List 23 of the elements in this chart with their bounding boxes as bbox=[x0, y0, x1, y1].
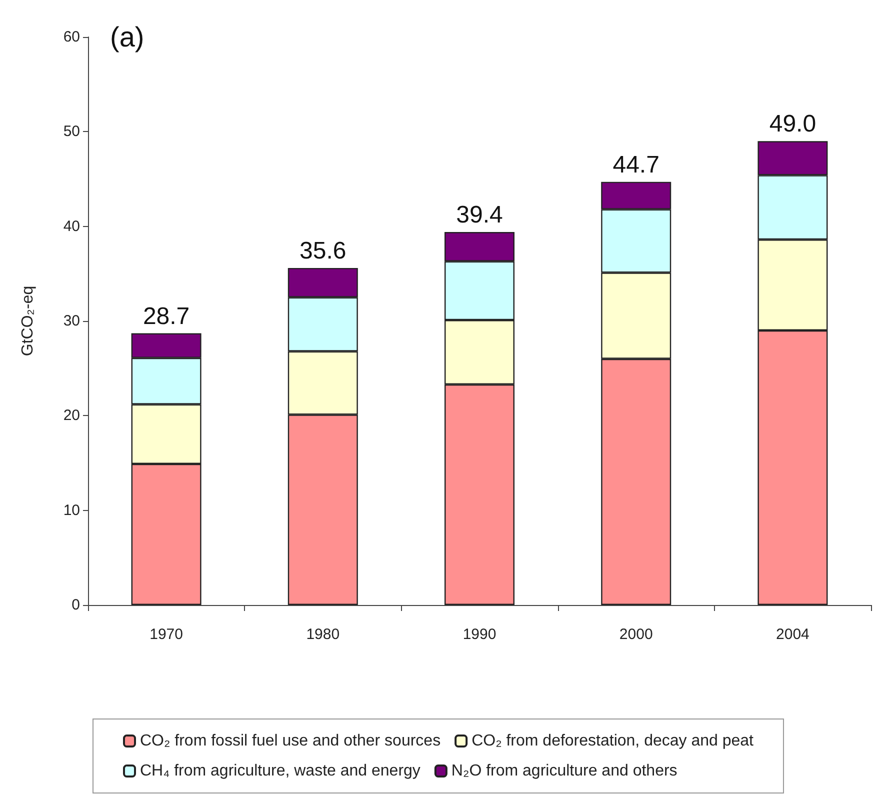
chart-title: (a) bbox=[110, 22, 144, 52]
y-tick-label: 10 bbox=[63, 502, 80, 519]
x-tick-label: 1970 bbox=[150, 626, 183, 643]
x-tick-label: 1980 bbox=[306, 626, 340, 643]
y-tick-label: 30 bbox=[63, 312, 80, 330]
x-tick-label: 1990 bbox=[462, 626, 496, 643]
legend-label: CO₂ from deforestation, decay and peat bbox=[472, 732, 754, 750]
legend-label: N₂O from agriculture and others bbox=[451, 762, 678, 780]
total-label: 39.4 bbox=[456, 202, 503, 229]
legend-label: CH₄ from agriculture, waste and energy bbox=[140, 762, 420, 780]
x-tick-label: 2004 bbox=[776, 626, 810, 643]
total-label: 35.6 bbox=[300, 237, 346, 264]
x-tick-label: 2000 bbox=[619, 626, 653, 643]
total-label: 44.7 bbox=[612, 151, 660, 178]
y-tick-label: 40 bbox=[63, 218, 80, 235]
y-axis-title: GtCO₂-eq bbox=[20, 286, 36, 356]
legend-label: CO₂ from fossil fuel use and other sources bbox=[140, 732, 441, 750]
y-tick-label: 50 bbox=[63, 123, 80, 140]
y-tick-label: 60 bbox=[63, 28, 80, 46]
y-tick-label: 0 bbox=[72, 596, 80, 614]
total-label: 28.7 bbox=[142, 302, 190, 330]
total-label: 49.0 bbox=[769, 110, 816, 138]
y-tick-label: 20 bbox=[63, 407, 80, 424]
